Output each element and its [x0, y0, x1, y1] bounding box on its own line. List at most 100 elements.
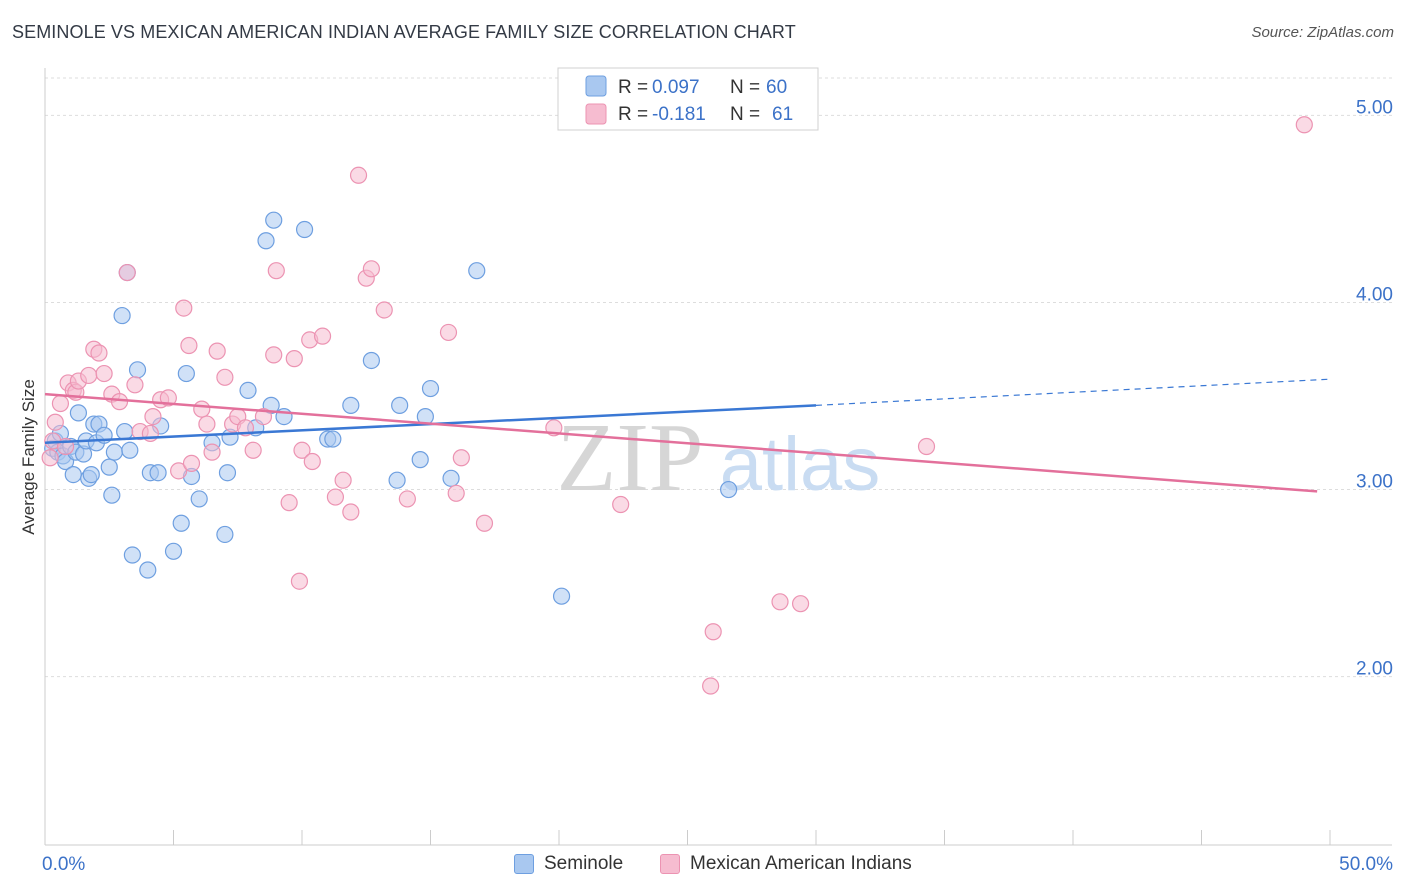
mexican-point: [95, 364, 113, 383]
mexican-point: [254, 408, 273, 426]
legend-r-value-2: -0.181: [652, 104, 706, 125]
trend-lines: [44, 378, 1331, 493]
mexican-point: [90, 344, 108, 362]
mexican-point: [447, 484, 465, 502]
seminole-point: [128, 361, 147, 379]
mexican-point: [1295, 116, 1313, 134]
watermark-atlas: atlas: [720, 422, 881, 507]
seminole-point: [265, 211, 283, 229]
watermark: ZIP atlas: [557, 404, 881, 512]
mexican-point: [110, 393, 129, 411]
legend-n-value-1: 60: [766, 77, 787, 98]
mexican-point: [334, 471, 352, 489]
mexican-point: [41, 449, 59, 467]
mexican-point: [791, 595, 810, 613]
mexican-point: [244, 441, 262, 459]
legend-r-label-1: R =: [618, 77, 648, 98]
mexican-point: [80, 366, 98, 385]
legend-label-seminole: Seminole: [544, 853, 624, 874]
mexican-point: [193, 400, 211, 418]
mexican-point: [326, 488, 345, 506]
mexican-point: [313, 327, 332, 345]
legend-n-label-1: N =: [730, 77, 760, 98]
seminole-point: [218, 464, 237, 482]
seminole-point: [105, 443, 123, 461]
y-tick-label: 2.00: [1356, 659, 1393, 680]
seminole-point: [177, 364, 195, 383]
watermark-zip: ZIP: [557, 404, 704, 512]
seminole-point: [216, 525, 234, 544]
mexican-trend-line: [44, 392, 1318, 493]
seminole-point: [69, 404, 88, 422]
mexican-point: [303, 452, 321, 471]
mexican-point: [475, 514, 494, 532]
seminole-point: [123, 546, 141, 564]
mexican-point: [170, 462, 188, 480]
mexican-point: [704, 623, 722, 641]
mexican-point: [182, 454, 201, 472]
seminole-point: [82, 465, 100, 484]
mexican-point: [612, 495, 630, 514]
y-axis-label: Average Family Size: [19, 379, 38, 535]
seminole-point: [116, 422, 134, 441]
seminole-point: [149, 464, 167, 482]
seminole-point: [239, 381, 257, 400]
legend-swatch-pink: [585, 103, 607, 125]
x-tick-label: 0.0%: [42, 854, 85, 875]
mexican-point: [349, 166, 368, 184]
y-tick-label: 4.00: [1356, 284, 1393, 305]
mexican-point: [375, 301, 393, 319]
seminole-point: [421, 379, 440, 398]
seminole-point: [391, 396, 409, 414]
mexican-point: [280, 494, 298, 512]
seminole-point: [121, 441, 139, 459]
chart-title: SEMINOLE VS MEXICAN AMERICAN INDIAN AVER…: [12, 22, 796, 42]
mexican-point: [398, 490, 416, 508]
seminole-point: [164, 542, 183, 560]
grid-lines: [45, 77, 1392, 678]
mexican-point: [342, 503, 360, 521]
x-tick-label: 50.0%: [1339, 854, 1393, 875]
mexican-point: [159, 389, 177, 407]
mexican-point: [51, 394, 70, 413]
seminole-point: [257, 232, 275, 250]
seminole-point: [172, 514, 190, 532]
mexican-point: [702, 677, 720, 695]
tick-labels: 2.00 3.00 4.00 5.00 0.0% 50.0%: [42, 97, 1393, 875]
legend-item-mexican: Mexican American Indians: [660, 853, 912, 875]
y-tick-label: 5.00: [1356, 97, 1393, 118]
seminole-point: [468, 262, 486, 280]
seminole-point: [411, 451, 429, 469]
axes: [44, 68, 1392, 846]
seminole-point: [388, 471, 406, 489]
seminole-point: [64, 465, 82, 484]
seminole-point: [190, 490, 208, 508]
seminole-point: [113, 306, 131, 325]
seminole-point: [103, 486, 121, 504]
legend-n-value-2: 61: [772, 104, 793, 125]
legend-swatch-mexican: [660, 854, 680, 874]
mexican-point: [917, 437, 936, 456]
mexican-point: [208, 342, 226, 360]
legend-label-mexican: Mexican American Indians: [690, 853, 912, 874]
seminole-point: [324, 430, 342, 448]
mexican-point: [180, 336, 198, 355]
legend-bottom: Seminole Mexican American Indians: [0, 850, 1406, 880]
mexican-point: [118, 263, 136, 282]
mexican-point: [216, 368, 234, 386]
mexican-point: [439, 323, 458, 342]
seminole-point: [442, 469, 460, 487]
mexican-point: [267, 262, 285, 280]
seminole-point: [362, 351, 380, 370]
mexican-point: [198, 415, 216, 433]
seminole-point: [295, 220, 314, 239]
seminole-point: [552, 587, 571, 605]
mexican-point: [362, 260, 380, 278]
mexican-point: [285, 350, 303, 368]
mexican-point: [290, 572, 309, 590]
seminole-point: [342, 396, 360, 414]
legend-swatch-blue: [585, 75, 607, 97]
mexican-point: [293, 441, 311, 459]
mexican-point: [203, 443, 221, 461]
legend-n-label-2: N =: [730, 104, 760, 125]
